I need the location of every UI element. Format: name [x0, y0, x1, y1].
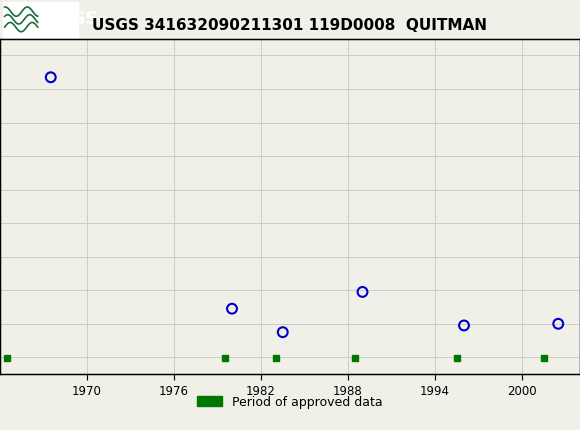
Text: USGS: USGS: [44, 10, 99, 28]
Point: [459, 322, 469, 329]
Point: [46, 74, 56, 81]
Point: [553, 320, 563, 327]
Legend: Period of approved data: Period of approved data: [192, 390, 388, 414]
Title: USGS 341632090211301 119D0008  QUITMAN: USGS 341632090211301 119D0008 QUITMAN: [92, 18, 488, 34]
Point: [278, 329, 288, 335]
Bar: [3, 2, 78, 37]
Point: [358, 289, 367, 295]
Point: [227, 305, 237, 312]
